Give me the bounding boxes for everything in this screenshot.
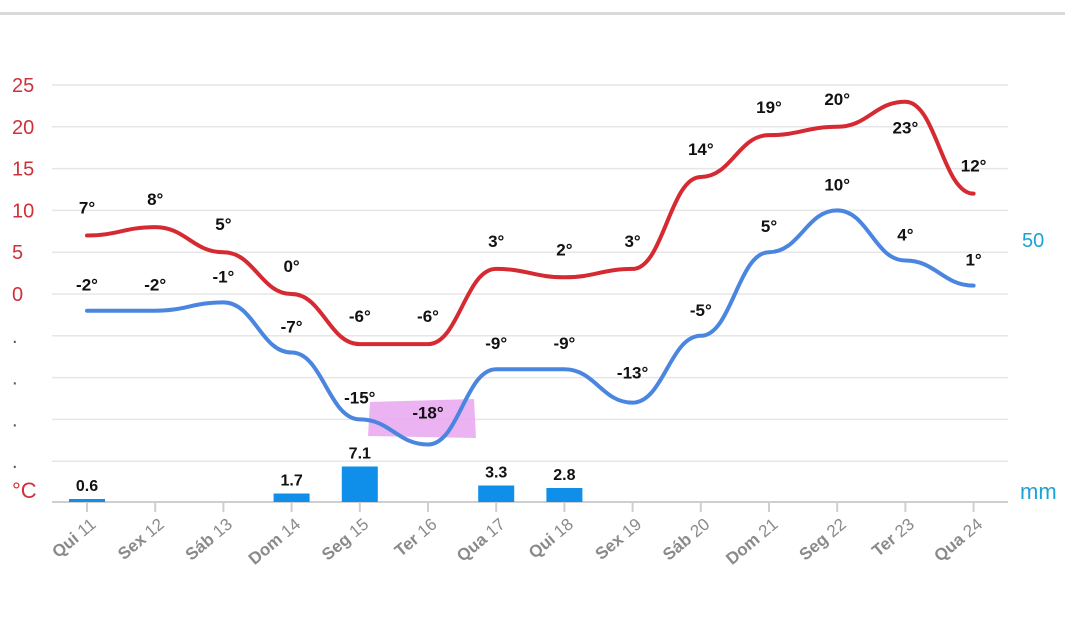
x-tick-label-8: Sex 19 [592,515,646,564]
precip-label-0: 0.6 [76,478,98,495]
min-temp-label-3: -7° [281,318,303,337]
x-tick-label-4: Seg 15 [318,515,372,565]
min-temp-label-8: -13° [617,364,649,383]
max-temp-label-3: 0° [283,257,299,276]
x-tick-label-11: Seg 22 [796,515,850,565]
max-temp-label-12: 23° [893,119,919,138]
x-tick-label-6: Qua 17 [453,515,509,566]
y-tick-label: . [12,326,18,348]
precip-label-3: 1.7 [280,473,302,490]
top-divider [0,12,1065,15]
x-tick-label-3: Dom 14 [245,515,304,569]
min-temp-label-12: 4° [897,226,913,245]
y-tick-label: 0 [12,284,23,306]
min-temp-label-5: -18° [412,403,444,422]
min-temp-label-6: -9° [485,334,507,353]
precip-bar-3 [273,493,310,502]
min-temp-label-0: -2° [76,276,98,295]
max-temp-label-6: 3° [488,232,504,251]
temperature-lines [85,99,976,447]
max-temp-label-10: 19° [756,98,782,117]
min-temp-label-2: -1° [212,267,234,286]
max-temp-label-11: 20° [824,90,850,109]
x-tick-label-13: Qua 24 [931,515,987,566]
y-tick-label: . [12,409,18,431]
max-temp-label-9: 14° [688,140,714,159]
precip-label-6: 3.3 [485,465,507,482]
y-tick-label: 5 [12,242,23,264]
max-temp-label-4: -6° [349,307,371,326]
x-tick-label-1: Sex 12 [114,515,168,564]
x-tick-label-12: Ter 23 [868,515,918,561]
precip-label-7: 2.8 [553,467,575,484]
x-tick-label-0: Qui 11 [49,515,100,562]
min-temp-label-7: -9° [553,334,575,353]
min-temp-label-13: 1° [965,251,981,270]
y-tick-label: 15 [12,159,34,181]
min-temp-label-11: 10° [824,175,850,194]
x-axis: Qui 11 Sex 12 Sáb 13 Dom 14 Seg 15 Ter 16 Qua … [49,502,987,569]
y-tick-label: 25 [12,75,34,97]
precip-bar-6 [478,485,515,502]
precip-unit-label: mm [1020,479,1057,504]
max-temp-label-0: 7° [79,198,95,217]
precip-bar-7 [546,488,583,502]
min-temperature-line [85,208,976,447]
y-axis-right: 50 mm [1020,230,1057,504]
min-temp-label-9: -5° [690,301,712,320]
precipitation-bars [69,466,583,502]
grid-lines [52,84,1008,503]
temperature-unit-label: °C [12,478,37,503]
x-tick-label-9: Sáb 20 [659,515,713,565]
y-tick-label: . [12,451,18,473]
x-tick-label-10: Dom 21 [722,515,781,569]
y-axis-left: 25 20 15 10 5 0.... [12,75,34,473]
precip-axis-max-label: 50 [1022,230,1044,252]
max-temp-label-2: 5° [215,215,231,234]
x-tick-label-7: Qui 18 [525,515,577,563]
precip-bar-0 [69,499,105,502]
max-temp-label-13: 12° [961,157,987,176]
y-tick-label: 10 [12,200,34,222]
max-temp-label-7: 2° [556,240,572,259]
y-tick-label: . [12,368,18,390]
max-temp-label-8: 3° [624,232,640,251]
min-temp-label-4: -15° [344,388,376,407]
y-tick-label: 20 [12,117,34,139]
max-temp-label-1: 8° [147,190,163,209]
min-temp-label-1: -2° [144,276,166,295]
max-temp-label-5: -6° [417,307,439,326]
precip-bar-4 [341,466,378,502]
value-labels: 0.6 1.7 7.1 3.3 2.8 7° 8° 5° 0° -6° -6° 3° 2° 3° 14° 19… [76,90,987,495]
x-tick-label-2: Sáb 13 [182,515,236,565]
min-temp-label-10: 5° [761,217,777,236]
max-temperature-line [85,99,976,347]
x-tick-label-5: Ter 16 [391,515,441,561]
precip-label-4: 7.1 [349,446,371,463]
